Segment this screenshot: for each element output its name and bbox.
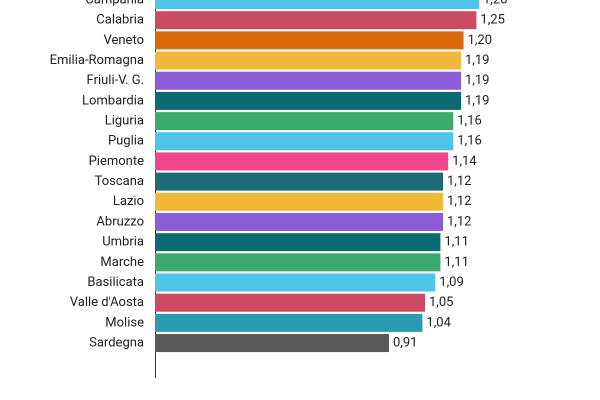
category-label: Abruzzo xyxy=(96,214,144,229)
category-label: Lombardia xyxy=(82,93,144,108)
category-label: Puglia xyxy=(108,134,144,149)
bar xyxy=(155,172,443,191)
value-label: 1,12 xyxy=(447,174,471,189)
bar xyxy=(155,212,443,231)
bar xyxy=(155,132,454,151)
bar xyxy=(155,112,454,131)
value-label: 1,14 xyxy=(452,154,477,169)
bar xyxy=(155,71,461,90)
value-label: 1,12 xyxy=(447,194,471,209)
bar xyxy=(155,313,423,332)
category-label: Emilia-Romagna xyxy=(50,53,144,68)
bar xyxy=(155,31,464,50)
value-label: 1,25 xyxy=(480,13,504,28)
value-label: 1,05 xyxy=(429,295,453,310)
category-label: Valle d'Aosta xyxy=(70,295,144,310)
bar xyxy=(155,273,436,292)
value-label: 1,20 xyxy=(468,33,492,48)
bar xyxy=(155,293,425,312)
value-label: 1,11 xyxy=(444,255,468,270)
bar xyxy=(155,233,441,252)
bar xyxy=(155,192,443,211)
value-label: 1,16 xyxy=(457,114,481,129)
category-label: Basilicata xyxy=(87,275,144,290)
category-label: Molise xyxy=(105,315,144,330)
value-label: 1,09 xyxy=(439,275,463,290)
category-label: Liguria xyxy=(105,114,144,129)
value-label: 1,19 xyxy=(465,53,489,68)
bar xyxy=(155,253,441,272)
value-label: 1,12 xyxy=(447,214,471,229)
value-label: 0,91 xyxy=(393,335,417,350)
value-label: 1,26 xyxy=(483,0,507,7)
category-label: Campania xyxy=(85,0,144,7)
bar xyxy=(155,152,449,171)
category-label: Umbria xyxy=(102,235,144,250)
category-label: Piemonte xyxy=(89,154,145,169)
value-label: 1,11 xyxy=(444,235,468,250)
bar xyxy=(155,0,479,9)
category-label: Friuli-V. G. xyxy=(87,73,144,88)
value-label: 1,19 xyxy=(465,73,489,88)
bar xyxy=(155,11,477,30)
category-label: Sardegna xyxy=(89,335,144,350)
category-label: Calabria xyxy=(96,13,144,28)
category-label: Toscana xyxy=(95,174,144,189)
value-label: 1,16 xyxy=(457,134,481,149)
bar xyxy=(155,91,461,110)
value-label: 1,04 xyxy=(426,315,451,330)
value-label: 1,19 xyxy=(465,93,489,108)
bar xyxy=(155,334,389,353)
category-label: Marche xyxy=(100,255,144,270)
category-label: Lazio xyxy=(113,194,144,209)
bar xyxy=(155,51,461,70)
category-label: Veneto xyxy=(103,33,144,48)
